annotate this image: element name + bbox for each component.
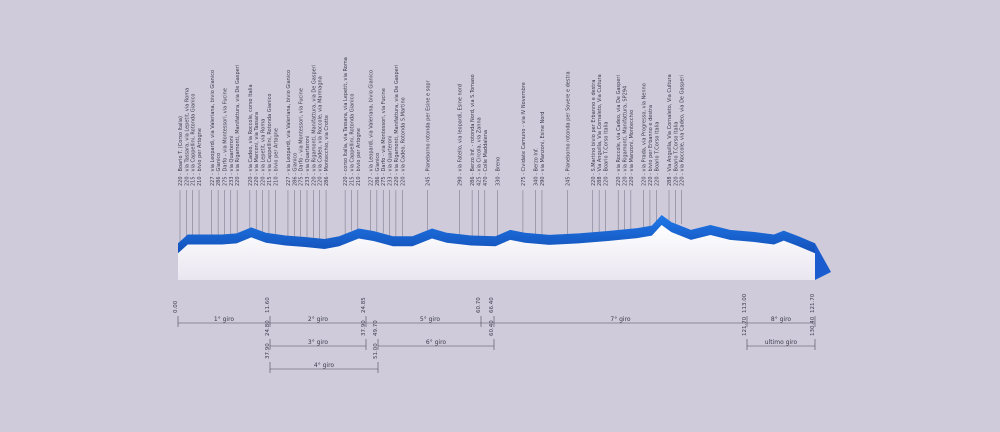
waypoint-label: 288 - Via Anguilla, Via Cornaleto, Via C…: [667, 74, 673, 186]
waypoint-label: 233 - via Quarteroni: [388, 136, 394, 186]
profile-end-wedge: [815, 243, 831, 280]
waypoint-label: 220 - Boario T. (Corso Italia): [178, 116, 184, 186]
waypoint-label: 220 - corso Italia, via Tassara, via Lep…: [343, 57, 349, 186]
waypoint-label: 220 - via Cadeo, via Roccole, corso Ital…: [248, 84, 254, 186]
lap-row-1-mark: 121.70: [810, 293, 816, 313]
lap-row-3-lap-name: 4° giro: [314, 362, 335, 369]
waypoint-label: 425 - via Circola, via Zanna: [476, 117, 482, 186]
lap-row-1-lap-name: 7° giro: [610, 316, 631, 323]
waypoint-label: 330 - Breno: [496, 157, 502, 186]
lap-row-2-mark: 24.80: [265, 320, 271, 336]
lap-row-1-lap-name: 8° giro: [771, 316, 792, 323]
waypoint-label: 210 - bivio per Artogne: [356, 128, 362, 186]
waypoint-label: 233 - via Quarteroni: [229, 136, 235, 186]
waypoint-label: 340 - Berzo Inf.: [534, 148, 540, 186]
waypoint-label: 227 - via Leopardi, via Valeriana, bivio…: [369, 70, 375, 186]
lap-row-1-mark: 24.85: [361, 297, 367, 313]
waypoint-label: 227 - via Leopardi, via Valeriana, bivio…: [286, 70, 292, 186]
waypoint-label: 286 - Gianico: [375, 153, 381, 186]
waypoint-label: 210 - bivio per Artogne: [273, 128, 279, 186]
waypoint-label: 220 - via Rigamonti, Manifattura, via De…: [394, 65, 400, 186]
waypoint-label: 220 - via Rigamonti, Manifattura, via De…: [311, 65, 317, 186]
lap-row-2-mark: 130.40: [810, 316, 816, 336]
waypoint-label: 220 - S.Martino bivio per Erbanno e dest…: [591, 80, 597, 186]
waypoint-label: 220 - via Rigamonti, Manifattura, SP294: [623, 86, 629, 186]
lap-row-1-lap-name: 1° giro: [214, 316, 235, 323]
lap-row-2-lap-name: 3° giro: [308, 339, 329, 346]
waypoint-label: 286 - Gianico: [292, 153, 298, 186]
lap-row-2-mark: 121.70: [742, 316, 748, 336]
waypoint-label: 220 - via Prada, via Progresso, via Nenn…: [642, 83, 648, 186]
lap-row-1-lap-name: 2° giro: [308, 316, 329, 323]
waypoint-label: 215 - via Cappellini, Rotonda Gianico: [349, 94, 355, 186]
waypoint-label: 288 - Via Anguilla, Via Cornaleto, Via C…: [597, 74, 603, 186]
waypoint-label: 220 - via Rigamonti, Manifattura, via De…: [235, 65, 241, 186]
waypoint-label: 245 - Pianeborno rotonda per Sovere e de…: [565, 71, 571, 186]
lap-row-2-mark: 49.70: [373, 320, 379, 336]
waypoint-label: 245 - Pianeborno rotonda per Esine e sop…: [426, 79, 432, 186]
waypoint-label: 275 - Darfo - via Montessori, via Fucine: [299, 88, 305, 186]
lap-row-2-lap-name: 6° giro: [426, 339, 447, 346]
waypoint-label: 215 - via Cappellini, Rotonda Gianico: [267, 94, 273, 186]
waypoint-label: 227 - via Leopardi, via Valeriana, bivio…: [210, 70, 216, 186]
waypoint-label: 220 - Boario T.Corso Italia: [654, 122, 660, 186]
waypoint-label: 220 - via Cadeo, Rotonda S.Martino: [400, 97, 406, 186]
waypoint-label: 275 - Cividate Camuno - via IV Novembre: [521, 82, 527, 186]
waypoint-label: 290 - via Fatello, via leopardi, Esine n…: [457, 84, 463, 186]
waypoint-label: 220 - via Manzoni, Montecchio: [629, 110, 635, 186]
lap-distance-scale: 0.00 11.60 24.85 60.70 66.40 113.00 121.70 1° g…: [173, 293, 816, 373]
lap-row-3-mark: 51.00: [373, 343, 379, 359]
waypoint-label: 220 - via Marconi, via Tassara: [254, 112, 260, 186]
waypoint-label: 470 - Colle Maddalena: [483, 130, 489, 186]
lap-row-1-mark: 0.00: [173, 300, 179, 313]
waypoint-label: 220 - bivio per Erbanno e destra: [648, 105, 654, 186]
lap-row-1-mark: 60.70: [476, 297, 482, 313]
waypoint-label: 286 - Montecchio, via Crotte: [324, 115, 330, 186]
elevation-profile: [178, 215, 831, 280]
waypoint-label: 290 - via Manzoni, Esine Nord: [540, 112, 546, 186]
lap-row-1-mark: 113.00: [742, 293, 748, 313]
profile-surface: [178, 215, 815, 254]
waypoint-label: 286 - Gianico: [216, 153, 222, 186]
lap-row-1-mark: 11.60: [265, 297, 271, 313]
waypoint-label: 215 - via Cappellini, Rotonda Gianico: [191, 94, 197, 186]
waypoint-label: 220 - via Roccole, via Cadeo, via De Gas…: [616, 75, 622, 186]
waypoint-label: 220 - Boario T.Corso Italia: [673, 122, 679, 186]
waypoint-label: 210 - bivio per Artogne: [197, 128, 203, 186]
lap-row-3-mark: 37.90: [265, 343, 271, 359]
waypoint-label: 275 - Darfo - via Montessori, via Fucine: [222, 88, 228, 186]
waypoint-label: 220 - via Tassara, via Lepetit, via Roma: [184, 88, 190, 186]
lap-row-2-mark: 37.90: [361, 320, 367, 336]
profile-base: [178, 223, 815, 280]
lap-row-1-lap-name: 5° giro: [420, 316, 441, 323]
waypoint-label: 220 - via Lepetit, via Roma: [261, 119, 267, 186]
waypoint-label: 220 - via Roccole, via Cadeo, via De Gas…: [680, 75, 686, 186]
waypoint-label: 220 - via Cadeo, via Roccole, via Marmag…: [318, 76, 324, 186]
waypoint-labels: 220 - Boario T. (Corso Italia) 220 - via …: [178, 57, 686, 246]
lap-row-2-mark: 60.40: [489, 320, 495, 336]
lap-row-2-lap-name: ultimo giro: [765, 339, 798, 346]
waypoint-label: 220 - Boario T.Corso Italia: [603, 122, 609, 186]
waypoint-label: 233 - via Quarteroni: [305, 136, 311, 186]
lap-row-1-mark: 66.40: [489, 297, 495, 313]
waypoint-label: 286 - Berzo Inf. - rotonda Nord, via S.T…: [470, 74, 476, 186]
waypoint-label: 275 - Darfo - via Montessori, via Fucine: [381, 88, 387, 186]
